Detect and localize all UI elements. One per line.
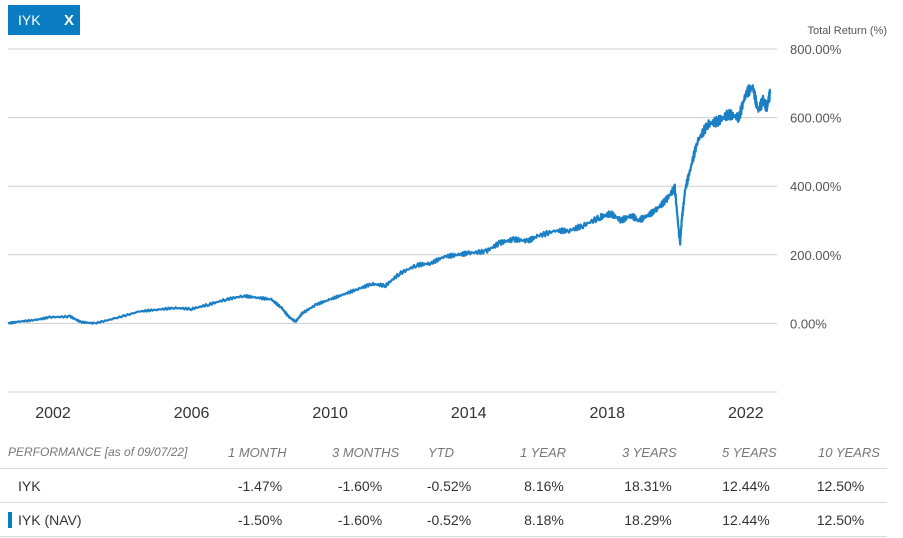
table-cell: 12.44% [722,477,770,494]
y-tick-label: 400.00% [790,179,842,194]
table-row: IYK -1.47% -1.60% -0.52% 8.16% 18.31% 12… [0,469,887,503]
x-tick-label: 2002 [35,405,71,422]
performance-header-row: PERFORMANCE [as of 09/07/22] 1 MONTH 3 M… [0,436,887,469]
column-header: 3 MONTHS [332,444,400,460]
x-tick-label: 2006 [174,405,210,422]
series-line [7,84,772,325]
y-axis-title: Total Return (%) [808,25,887,37]
table-cell: 12.44% [722,511,770,528]
column-header: 3 YEARS [622,444,677,460]
column-header: 10 YEARS [818,444,880,460]
x-tick-label: 2010 [312,405,348,422]
y-tick-label: 0.00% [790,316,827,331]
table-cell: -1.60% [337,477,383,494]
x-tick-label: 2014 [451,405,487,422]
row-name: IYK [18,477,41,494]
performance-label: PERFORMANCE [8,445,102,459]
column-header: 1 MONTH [228,444,287,460]
performance-table: PERFORMANCE [as of 09/07/22] 1 MONTH 3 M… [0,436,887,537]
series-marker-empty [8,478,12,494]
y-tick-label: 600.00% [790,111,842,126]
table-cell: 18.29% [624,511,672,528]
column-header: 5 YEARS [722,444,777,460]
y-tick-label: 800.00% [790,42,842,57]
table-cell: 12.50% [816,477,865,494]
performance-as-of: [as of 09/07/22] [104,445,188,459]
y-tick-label: 200.00% [790,248,842,263]
table-cell: 8.18% [524,511,564,528]
table-row: IYK (NAV) -1.50% -1.60% -0.52% 8.18% 18.… [0,503,887,537]
performance-title: PERFORMANCE [as of 09/07/22] [0,445,208,459]
close-icon[interactable]: X [63,11,74,29]
x-tick-label: 2018 [589,405,625,422]
table-cell: -1.47% [237,477,283,494]
row-name: IYK (NAV) [18,511,82,528]
column-header: YTD [428,444,454,460]
column-header: 1 YEAR [520,444,567,460]
table-cell: 8.16% [524,477,564,494]
table-cell: -1.50% [237,511,283,528]
table-cell: -1.60% [337,511,383,528]
table-cell: 12.50% [816,511,865,528]
ticker-chip[interactable]: IYK X [8,5,80,35]
ticker-chip-label: IYK [18,12,41,28]
table-cell: -0.52% [426,477,472,494]
total-return-chart: Total Return (%) 800.00% 600.00% 400.00% 200… [7,25,887,422]
series-marker [8,511,12,528]
x-tick-label: 2022 [728,405,764,422]
table-cell: 18.31% [624,477,672,494]
table-cell: -0.52% [426,511,472,528]
